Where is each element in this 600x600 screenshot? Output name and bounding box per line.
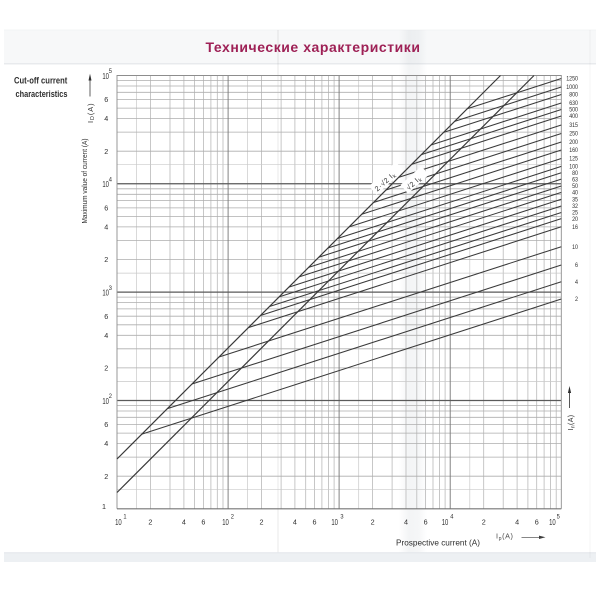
svg-text:4: 4 — [104, 439, 108, 448]
svg-text:10: 10 — [442, 518, 449, 527]
svg-text:3: 3 — [109, 285, 112, 292]
svg-text:2: 2 — [104, 472, 108, 481]
svg-text:200: 200 — [569, 139, 578, 146]
svg-text:2: 2 — [148, 518, 152, 527]
svg-text:characteristics: characteristics — [16, 89, 68, 99]
svg-text:80: 80 — [572, 170, 578, 177]
svg-text:6: 6 — [201, 518, 205, 527]
svg-text:10: 10 — [102, 289, 109, 298]
svg-text:Prospective current (A): Prospective current (A) — [396, 537, 480, 547]
svg-text:10: 10 — [331, 518, 338, 527]
svg-text:2: 2 — [104, 364, 108, 373]
svg-text:1000: 1000 — [566, 84, 578, 91]
svg-text:4: 4 — [575, 279, 578, 286]
svg-text:10: 10 — [102, 397, 109, 406]
svg-text:16: 16 — [572, 224, 578, 231]
svg-text:1250: 1250 — [566, 76, 578, 83]
svg-text:6: 6 — [424, 518, 428, 527]
svg-text:2: 2 — [231, 513, 234, 520]
svg-text:63: 63 — [572, 176, 578, 183]
svg-text:2: 2 — [104, 147, 108, 156]
svg-text:4: 4 — [109, 176, 112, 183]
svg-text:4: 4 — [104, 114, 108, 123]
svg-text:2: 2 — [371, 518, 375, 527]
svg-text:In(A): In(A) — [568, 415, 576, 431]
svg-text:630: 630 — [569, 100, 578, 107]
svg-text:4: 4 — [450, 513, 453, 520]
svg-text:4: 4 — [104, 223, 108, 232]
svg-text:6: 6 — [104, 204, 108, 213]
svg-text:1: 1 — [123, 513, 126, 520]
svg-text:6: 6 — [104, 95, 108, 104]
svg-text:250: 250 — [569, 131, 578, 138]
svg-text:40: 40 — [572, 190, 578, 197]
svg-text:Технические характеристики: Технические характеристики — [206, 39, 421, 55]
svg-text:Cut-off current: Cut-off current — [14, 75, 67, 85]
svg-text:25: 25 — [572, 210, 578, 217]
svg-text:2: 2 — [109, 393, 112, 400]
svg-text:4: 4 — [182, 518, 186, 527]
svg-text:35: 35 — [572, 197, 578, 204]
svg-text:4: 4 — [515, 518, 519, 527]
svg-text:32: 32 — [572, 203, 578, 210]
svg-text:5: 5 — [109, 68, 112, 75]
svg-text:2: 2 — [260, 518, 264, 527]
svg-text:10: 10 — [572, 244, 578, 251]
svg-text:6: 6 — [104, 420, 108, 429]
svg-text:10: 10 — [549, 518, 556, 527]
svg-text:10: 10 — [222, 518, 229, 527]
svg-text:6: 6 — [575, 262, 578, 269]
svg-text:4: 4 — [404, 518, 408, 527]
svg-text:10: 10 — [102, 72, 109, 81]
svg-text:6: 6 — [313, 518, 317, 527]
svg-text:2: 2 — [482, 518, 486, 527]
svg-text:160: 160 — [569, 147, 578, 154]
svg-text:10: 10 — [115, 518, 122, 527]
svg-text:400: 400 — [569, 113, 578, 120]
svg-text:50: 50 — [572, 183, 578, 190]
svg-text:Maximum value of current (A): Maximum value of current (A) — [80, 138, 89, 223]
svg-text:6: 6 — [535, 518, 539, 527]
svg-text:500: 500 — [569, 107, 578, 114]
svg-text:315: 315 — [569, 122, 578, 129]
svg-text:3: 3 — [340, 513, 343, 520]
svg-text:2: 2 — [575, 296, 578, 303]
svg-text:Ip(A): Ip(A) — [496, 532, 514, 543]
svg-text:800: 800 — [569, 92, 578, 99]
svg-text:4: 4 — [293, 518, 297, 527]
svg-text:1: 1 — [102, 502, 106, 511]
svg-text:125: 125 — [569, 156, 578, 163]
svg-text:2: 2 — [104, 255, 108, 264]
svg-text:ID(A): ID(A) — [86, 102, 96, 123]
svg-text:6: 6 — [104, 312, 108, 321]
svg-text:20: 20 — [572, 216, 578, 223]
svg-text:10: 10 — [102, 180, 109, 189]
svg-text:5: 5 — [557, 513, 560, 520]
svg-text:4: 4 — [104, 331, 108, 340]
svg-text:100: 100 — [569, 164, 578, 171]
